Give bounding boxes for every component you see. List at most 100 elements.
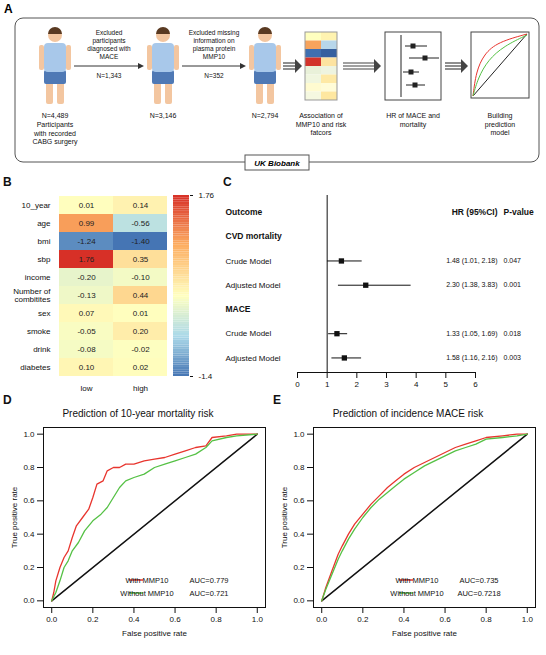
svg-text:0.44: 0.44	[133, 291, 149, 300]
svg-text:1: 1	[325, 380, 330, 389]
svg-text:0.4: 0.4	[398, 615, 410, 624]
svg-text:N=3,146: N=3,146	[150, 112, 177, 119]
svg-text:True positive rate: True positive rate	[10, 486, 19, 548]
svg-text:-1.4: -1.4	[199, 372, 213, 381]
svg-text:0.047: 0.047	[504, 257, 522, 264]
svg-text:0.35: 0.35	[133, 255, 149, 264]
svg-text:Number ofcombitites: Number ofcombitites	[13, 287, 51, 304]
svg-text:Participants: Participants	[37, 121, 74, 129]
svg-text:N=352: N=352	[204, 72, 224, 79]
svg-text:0.2: 0.2	[357, 615, 369, 624]
svg-text:False positive rate: False positive rate	[392, 629, 457, 638]
svg-text:With MMP10: With MMP10	[126, 576, 169, 585]
svg-text:0.01: 0.01	[133, 309, 149, 318]
svg-text:0.018: 0.018	[504, 330, 522, 337]
svg-text:1.0: 1.0	[293, 430, 305, 439]
svg-text:AUC=0.721: AUC=0.721	[190, 589, 229, 598]
svg-text:0.0: 0.0	[23, 596, 35, 605]
svg-text:1.76: 1.76	[79, 255, 95, 264]
svg-text:-0.08: -0.08	[77, 345, 96, 354]
svg-text:With MMP10: With MMP10	[396, 576, 439, 585]
svg-text:MMP10 and risk: MMP10 and risk	[296, 121, 347, 128]
svg-text:0.6: 0.6	[23, 496, 35, 505]
svg-text:0.07: 0.07	[79, 309, 95, 318]
svg-text:-1.24: -1.24	[77, 237, 96, 246]
svg-text:5: 5	[444, 380, 449, 389]
svg-text:0.8: 0.8	[211, 615, 223, 624]
svg-text:0.2: 0.2	[87, 615, 99, 624]
svg-text:Building: Building	[488, 112, 513, 120]
svg-text:participants: participants	[92, 37, 126, 45]
svg-text:2.30 (1.38, 3.83): 2.30 (1.38, 3.83)	[446, 281, 497, 289]
svg-text:with recorded: with recorded	[33, 130, 76, 137]
svg-text:diabetes: diabetes	[20, 363, 50, 372]
svg-text:N=1,343: N=1,343	[97, 72, 122, 79]
svg-text:CABG surgery: CABG surgery	[32, 138, 78, 146]
svg-text:fatcors: fatcors	[310, 129, 332, 136]
svg-text:0.99: 0.99	[79, 219, 95, 228]
svg-text:6: 6	[473, 380, 478, 389]
svg-text:smoke: smoke	[27, 327, 51, 336]
svg-text:0.4: 0.4	[128, 615, 140, 624]
svg-text:3: 3	[384, 380, 389, 389]
svg-text:1.48 (1.01, 2.18): 1.48 (1.01, 2.18)	[446, 257, 497, 265]
svg-text:sbp: sbp	[38, 255, 51, 264]
svg-text:-0.10: -0.10	[131, 273, 150, 282]
svg-text:Excluded missing: Excluded missing	[189, 29, 240, 37]
svg-text:MACE: MACE	[100, 53, 119, 60]
svg-text:Crude Model: Crude Model	[226, 329, 272, 338]
svg-text:HR of MACE and: HR of MACE and	[386, 112, 440, 119]
svg-text:0.2: 0.2	[23, 563, 35, 572]
svg-text:10_year: 10_year	[22, 201, 51, 210]
svg-text:P-value: P-value	[504, 207, 535, 217]
svg-text:AUC=0.735: AUC=0.735	[460, 576, 499, 585]
svg-text:age: age	[37, 219, 51, 228]
svg-text:0.01: 0.01	[79, 201, 95, 210]
svg-text:A: A	[4, 2, 13, 16]
svg-text:0.0: 0.0	[46, 615, 58, 624]
svg-text:Without MMP10: Without MMP10	[390, 589, 443, 598]
svg-text:high: high	[133, 384, 148, 393]
svg-text:1.0: 1.0	[23, 430, 35, 439]
svg-text:0.001: 0.001	[504, 281, 522, 288]
svg-text:low: low	[80, 384, 92, 393]
svg-text:HR (95%CI): HR (95%CI)	[452, 207, 498, 217]
svg-text:N=4,489: N=4,489	[42, 112, 69, 119]
svg-text:Adjusted Model: Adjusted Model	[226, 354, 281, 363]
svg-text:False positive rate: False positive rate	[122, 629, 187, 638]
svg-text:drink: drink	[33, 345, 51, 354]
svg-text:1.33 (1.05, 1.69): 1.33 (1.05, 1.69)	[446, 330, 497, 338]
svg-text:N=2,794: N=2,794	[252, 112, 279, 119]
svg-text:0: 0	[295, 380, 300, 389]
svg-text:plasma protein: plasma protein	[193, 45, 236, 53]
svg-text:-0.56: -0.56	[131, 219, 150, 228]
svg-text:0.6: 0.6	[169, 615, 181, 624]
svg-text:-1.40: -1.40	[131, 237, 150, 246]
svg-text:-0.02: -0.02	[131, 345, 150, 354]
svg-text:1.0: 1.0	[522, 615, 534, 624]
svg-text:2: 2	[355, 380, 360, 389]
svg-text:0.4: 0.4	[23, 530, 35, 539]
svg-text:Excluded: Excluded	[96, 29, 123, 36]
svg-text:0.8: 0.8	[23, 463, 35, 472]
svg-text:bmi: bmi	[38, 237, 51, 246]
svg-text:CVD mortality: CVD mortality	[226, 231, 282, 241]
svg-text:Without MMP10: Without MMP10	[120, 589, 173, 598]
svg-text:0.0: 0.0	[316, 615, 328, 624]
svg-text:True positive rate: True positive rate	[280, 486, 289, 548]
svg-text:Outcome: Outcome	[226, 207, 263, 217]
svg-text:model: model	[490, 129, 510, 136]
svg-text:1.58 (1.16, 2.16): 1.58 (1.16, 2.16)	[446, 354, 497, 362]
svg-text:AUC=0.7218: AUC=0.7218	[457, 589, 500, 598]
svg-text:0.14: 0.14	[133, 201, 149, 210]
svg-text:0.20: 0.20	[133, 327, 149, 336]
svg-text:0.10: 0.10	[79, 363, 95, 372]
svg-text:0.6: 0.6	[439, 615, 451, 624]
svg-text:sex: sex	[38, 309, 50, 318]
svg-text:information on: information on	[193, 37, 235, 44]
svg-text:mortality: mortality	[400, 121, 427, 129]
svg-text:0.8: 0.8	[293, 463, 305, 472]
svg-text:-0.20: -0.20	[77, 273, 96, 282]
svg-text:prediction: prediction	[485, 121, 515, 129]
svg-text:MMP10: MMP10	[203, 53, 226, 60]
